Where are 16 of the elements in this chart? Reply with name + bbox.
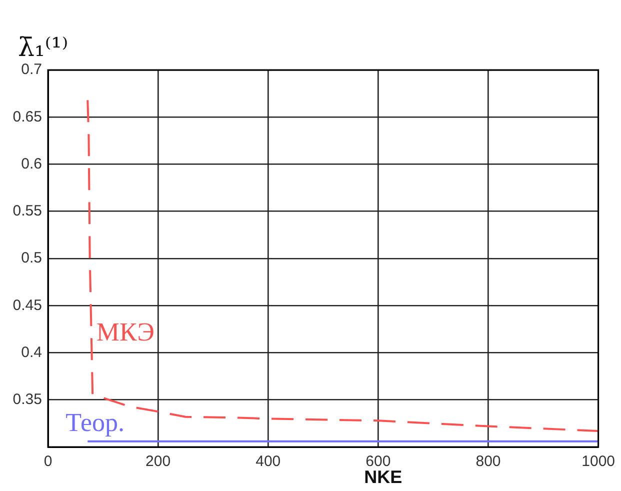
x-tick-label: 200 [146,453,171,470]
y-axis-title: λ̄₁⁽¹⁾ [18,32,68,63]
y-tick-label: 0.45 [12,296,42,314]
x-tick-label: 800 [476,453,501,470]
y-tick-label: 0.4 [21,344,42,361]
y-tick-label: 0.65 [12,108,42,126]
x-tick-label: 1000 [582,453,616,470]
x-tick-label: 0 [44,453,52,470]
series-label: Теор. [66,408,125,438]
series-label: МКЭ [96,318,154,347]
y-tick-label: 0.5 [21,250,42,267]
y-tick-label: 0.7 [21,61,42,78]
y-tick-label: 0.6 [21,155,42,172]
y-tick-label: 0.55 [12,202,42,220]
y-tick-label: 0.35 [12,391,42,408]
x-tick-label: 400 [256,453,281,470]
